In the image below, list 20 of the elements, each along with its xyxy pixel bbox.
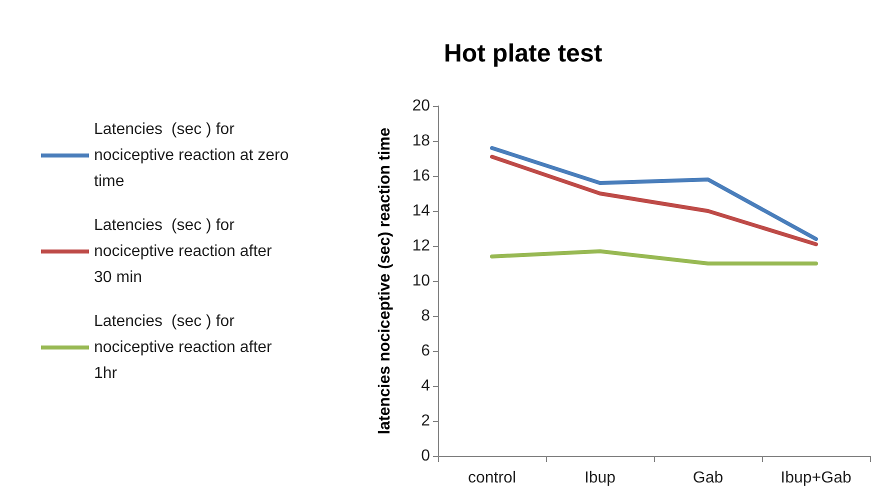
y-tick-label: 10 xyxy=(412,272,430,290)
legend-label: Latencies (sec ) for nociceptive reaction after 1hr xyxy=(94,313,273,382)
x-tick-label: control xyxy=(468,470,516,486)
y-tick-label: 20 xyxy=(412,98,430,114)
x-tick-label: Gab xyxy=(692,470,724,486)
legend-label: Latencies (sec ) for nociceptive reaction after 30 min xyxy=(94,217,273,286)
x-tick-label: Ibup xyxy=(584,470,616,486)
y-tick-label: 14 xyxy=(412,202,430,220)
y-tick-label: 0 xyxy=(421,448,430,464)
y-axis-title: latencies nociceptive (sec) reaction time xyxy=(376,128,394,434)
y-tick-label: 16 xyxy=(412,168,430,184)
x-tick-label: Ibup+Gab xyxy=(780,470,852,486)
y-tick-label: 4 xyxy=(421,378,430,394)
y-tick-label: 18 xyxy=(412,132,430,150)
y-tick-label: 2 xyxy=(421,412,430,430)
chart-title: Hot plate test xyxy=(444,40,603,68)
y-tick-label: 12 xyxy=(412,238,430,254)
y-tick-label: 8 xyxy=(421,308,430,324)
legend-label: Latencies (sec ) for nociceptive reaction at zero time xyxy=(94,121,289,190)
y-tick-label: 6 xyxy=(421,342,430,360)
